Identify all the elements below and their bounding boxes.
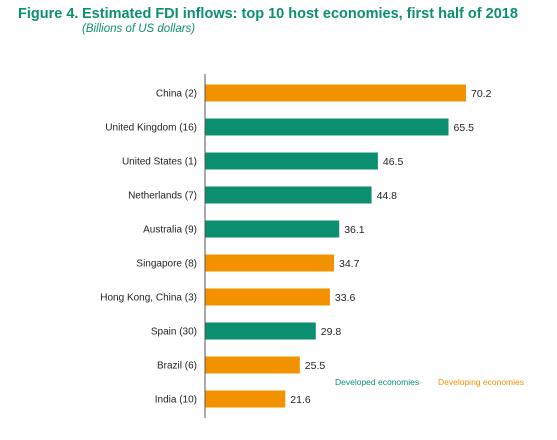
value-label: 33.6	[335, 292, 356, 304]
category-label: India (10)	[155, 395, 197, 406]
category-label: United States (1)	[122, 157, 197, 168]
value-label: 70.2	[471, 88, 492, 100]
category-label: Brazil (6)	[157, 361, 197, 372]
category-label: Hong Kong, China (3)	[100, 293, 197, 304]
category-label: China (2)	[156, 89, 197, 100]
bar	[205, 118, 449, 136]
bar	[205, 288, 330, 306]
value-label: 25.5	[305, 360, 326, 372]
bar	[205, 84, 466, 102]
value-label: 44.8	[377, 190, 398, 202]
value-label: 34.7	[339, 258, 360, 270]
bar	[205, 390, 286, 408]
value-label: 46.5	[383, 156, 404, 168]
value-label: 29.8	[321, 326, 342, 338]
category-label: Singapore (8)	[136, 259, 197, 270]
category-label: Spain (30)	[151, 327, 197, 338]
value-label: 36.1	[344, 224, 365, 236]
legend-item: Developing economies	[438, 377, 524, 387]
bar	[205, 356, 300, 374]
bar	[205, 220, 340, 238]
title-row: Figure 4. Estimated FDI inflows: top 10 …	[18, 6, 518, 22]
bar	[205, 322, 316, 340]
figure-number: Figure 4.	[18, 6, 79, 22]
figure-title: Estimated FDI inflows: top 10 host econo…	[82, 6, 518, 22]
bar	[205, 152, 378, 170]
bar	[205, 254, 335, 272]
bar	[205, 186, 372, 204]
category-label: United Kingdom (16)	[105, 123, 197, 134]
category-label: Netherlands (7)	[128, 191, 197, 202]
value-label: 65.5	[454, 122, 475, 134]
category-label: Australia (9)	[143, 225, 197, 236]
legend-item: Developed economies	[335, 377, 419, 387]
figure-subtitle: (Billions of US dollars)	[82, 23, 196, 35]
figure-header: Figure 4. Estimated FDI inflows: top 10 …	[18, 6, 518, 35]
value-label: 21.6	[290, 394, 311, 406]
